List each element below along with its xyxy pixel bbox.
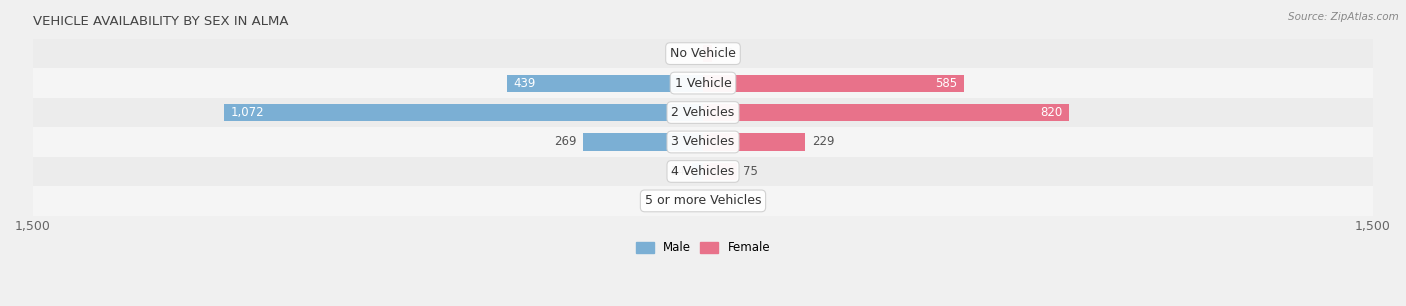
- Bar: [32, 157, 1374, 186]
- Bar: [32, 98, 1374, 127]
- Text: No Vehicle: No Vehicle: [671, 47, 735, 60]
- Bar: [703, 133, 806, 151]
- Text: 1,072: 1,072: [231, 106, 264, 119]
- Bar: [32, 127, 1374, 157]
- Text: 269: 269: [554, 136, 576, 148]
- Text: 0: 0: [689, 194, 696, 207]
- Text: 4 Vehicles: 4 Vehicles: [672, 165, 734, 178]
- Bar: [703, 104, 1070, 121]
- Text: 24: 24: [671, 165, 686, 178]
- Text: 1 Vehicle: 1 Vehicle: [675, 76, 731, 90]
- Text: 0: 0: [710, 194, 717, 207]
- Text: 229: 229: [813, 136, 835, 148]
- Bar: [32, 68, 1374, 98]
- Text: 585: 585: [935, 76, 957, 90]
- Text: 2 Vehicles: 2 Vehicles: [672, 106, 734, 119]
- Text: 0: 0: [689, 47, 696, 60]
- Text: 439: 439: [513, 76, 536, 90]
- Text: 820: 820: [1040, 106, 1063, 119]
- Bar: [703, 45, 711, 62]
- Text: VEHICLE AVAILABILITY BY SEX IN ALMA: VEHICLE AVAILABILITY BY SEX IN ALMA: [32, 15, 288, 28]
- Bar: [583, 133, 703, 151]
- Bar: [692, 163, 703, 180]
- Bar: [508, 75, 703, 91]
- Text: 5 or more Vehicles: 5 or more Vehicles: [645, 194, 761, 207]
- Bar: [703, 163, 737, 180]
- Text: Source: ZipAtlas.com: Source: ZipAtlas.com: [1288, 12, 1399, 22]
- Bar: [32, 186, 1374, 216]
- Bar: [224, 104, 703, 121]
- Legend: Male, Female: Male, Female: [631, 237, 775, 259]
- Text: 3 Vehicles: 3 Vehicles: [672, 136, 734, 148]
- Text: 20: 20: [718, 47, 734, 60]
- Bar: [32, 39, 1374, 68]
- Text: 75: 75: [744, 165, 758, 178]
- Bar: [703, 75, 965, 91]
